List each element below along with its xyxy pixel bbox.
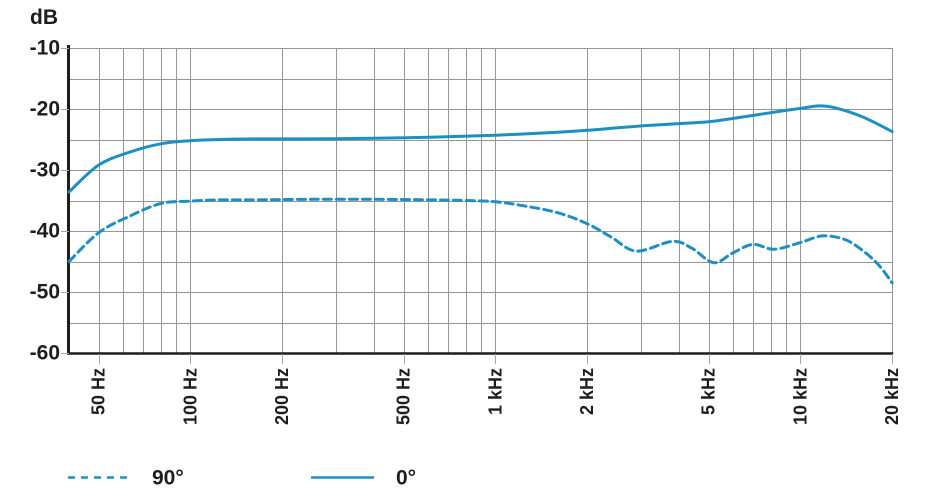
x-tick-label-group: 5 kHz: [699, 368, 719, 415]
tick-layer: [61, 48, 893, 364]
x-tick-label-group: 20 kHz: [882, 368, 902, 425]
curve-layer: [67, 104, 894, 285]
y-tick-label: -30: [30, 159, 60, 182]
y-axis-unit-label: dB: [30, 6, 58, 29]
x-tick-label-group: 100 Hz: [180, 368, 200, 425]
x-tick-label: 5 kHz: [699, 368, 719, 415]
y-tick-label: -20: [30, 98, 60, 121]
x-tick-label-group: 500 Hz: [394, 368, 414, 425]
legend-label-90deg: 90°: [152, 467, 184, 490]
x-tick-label: 200 Hz: [272, 368, 292, 425]
label-layer: -10 -20 -30 -40 -50 -60 50 Hz 100 Hz 200 Hz 500 H…: [30, 37, 903, 426]
x-tick-label-group: 1 kHz: [485, 368, 505, 415]
x-tick-label: 50 Hz: [89, 368, 109, 415]
x-tick-label: 10 kHz: [790, 368, 810, 425]
x-tick-label-group: 10 kHz: [790, 368, 810, 425]
x-tick-label: 2 kHz: [577, 368, 597, 415]
y-tick-label: -10: [30, 37, 60, 60]
x-tick-label: 1 kHz: [485, 368, 505, 415]
axis-layer: [67, 45, 894, 355]
y-tick-label: -60: [30, 342, 60, 365]
y-tick-label: -40: [30, 220, 60, 243]
curve-90deg: [67, 197, 894, 285]
x-tick-label-group: 50 Hz: [89, 368, 109, 415]
x-tick-label-group: 2 kHz: [577, 368, 597, 415]
legend-label-0deg: 0°: [396, 467, 416, 490]
x-tick-label: 100 Hz: [180, 368, 200, 425]
x-tick-label: 20 kHz: [882, 368, 902, 425]
x-tick-label: 500 Hz: [394, 368, 414, 425]
y-tick-label: -50: [30, 281, 60, 304]
x-tick-label-group: 200 Hz: [272, 368, 292, 425]
legend-layer: 90° 0°: [68, 467, 416, 490]
curve-0deg: [67, 104, 894, 194]
